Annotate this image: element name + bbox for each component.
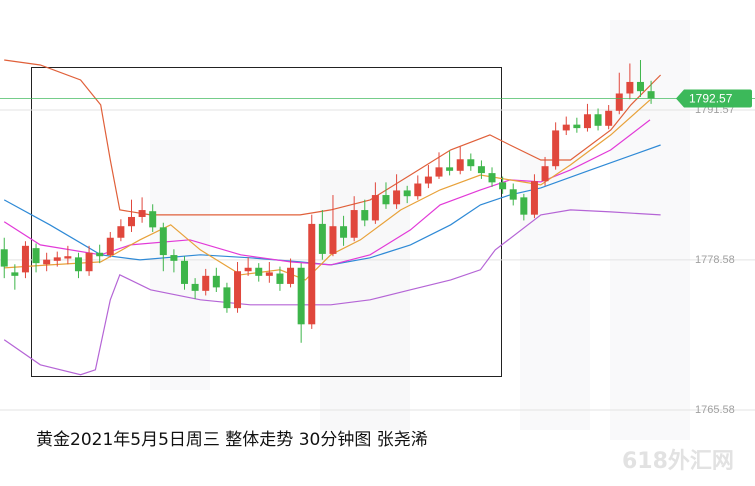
candle-body [138,210,146,217]
indicator-line [3,209,661,376]
candle-body [361,210,369,221]
candle-body [562,124,570,131]
candle-body [329,226,337,254]
candle-body [244,267,252,272]
indicator-line [3,144,661,266]
highlight-box [31,67,502,377]
candle-body [477,166,485,174]
last-price-tag [676,89,752,108]
candle-body [43,259,51,265]
candle-body [127,216,135,227]
candle-body [181,260,189,284]
candle-body [530,181,538,215]
candle-body [403,190,411,197]
candle-body [636,81,644,92]
candle-body [371,195,379,221]
candle-body [583,114,591,129]
candle-body [605,110,613,126]
last-price-label: 1792.57 [689,92,733,106]
candle-body [382,195,390,205]
candle-body [424,176,432,184]
candle-body [308,223,316,325]
candle-body [456,159,464,171]
candle-body [340,226,348,238]
candle-body [106,237,114,256]
candle-body [393,190,401,205]
candle-body [318,223,326,254]
watermark: 618外汇网 [622,448,734,474]
candle-body [11,272,19,276]
y-tick-label: 1765.58 [695,404,735,416]
candle-body [64,256,72,259]
candle-body [626,81,634,94]
candle-body [234,271,242,309]
candle-body [287,267,295,284]
candle-body [265,272,273,276]
candle-body [488,173,496,183]
candle-body [414,183,422,197]
y-tick-label: 1778.58 [695,254,735,266]
candle-body [255,267,263,276]
candle-body [297,267,305,325]
candle-body [446,167,454,171]
candle-body [159,227,167,256]
candle-body [212,275,220,288]
candle-body [53,257,61,261]
candle-body [467,159,475,167]
candle-body [435,167,443,177]
candle-body [117,226,125,238]
candle-body [85,252,93,272]
candle-body [594,114,602,126]
candle-body [350,210,358,238]
candle-body [170,255,178,261]
candle-body [191,283,199,291]
candle-body [0,249,8,267]
indicator-line [4,59,662,216]
candle-body [647,91,655,99]
candle-body [202,275,210,291]
candle-body [21,245,29,273]
candle-body [74,257,82,272]
candle-body [276,273,284,284]
candle-body [520,197,528,215]
candle-body [223,287,231,309]
candle-body [32,248,40,264]
candle-body [573,124,581,129]
candle-body [149,211,157,228]
candle-body [499,182,507,190]
candle-body [552,130,560,167]
candle-body [509,189,517,200]
candle-body [96,252,104,257]
indicator-line [4,99,651,281]
candle-body [615,93,623,111]
candle-body [541,166,549,182]
caption: 黄金2021年5月5日周三 整体走势 30分钟图 张尧浠 [36,430,428,450]
